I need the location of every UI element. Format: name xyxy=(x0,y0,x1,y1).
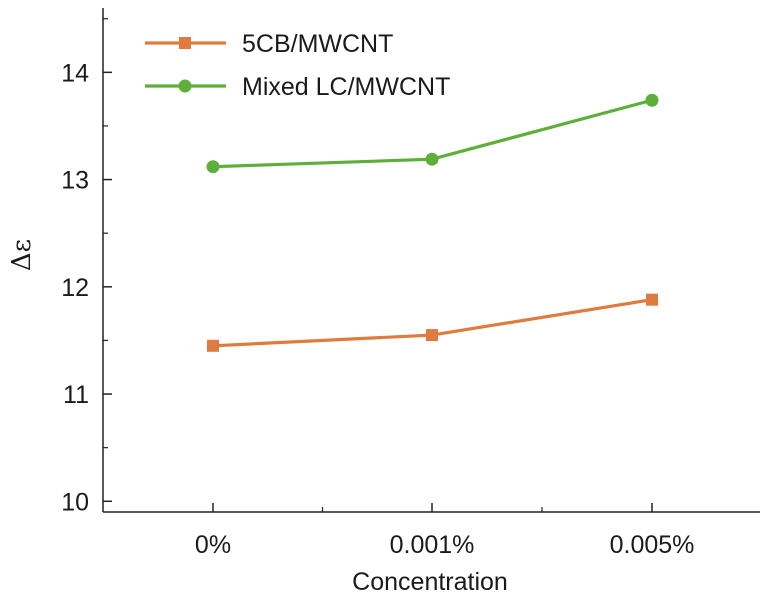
y-tick-label: 10 xyxy=(61,488,89,516)
y-axis: 10 11 12 13 14 xyxy=(61,18,112,516)
legend-label: 5CB/MWCNT xyxy=(242,30,393,58)
series-2 xyxy=(206,93,659,174)
y-tick-label: 13 xyxy=(61,167,89,195)
legend-swatch-marker xyxy=(179,37,191,49)
data-point xyxy=(646,293,658,306)
x-tick-label: 0% xyxy=(195,531,231,559)
y-tick-label: 11 xyxy=(63,381,89,409)
data-point xyxy=(645,93,659,107)
y-axis-title: Δε xyxy=(7,239,37,271)
x-tick-label: 0.005% xyxy=(610,531,695,559)
series-layer xyxy=(206,93,659,352)
data-point xyxy=(206,160,220,174)
legend-item: 5CB/MWCNT xyxy=(145,30,393,58)
series-1 xyxy=(207,293,658,352)
legend-item: Mixed LC/MWCNT xyxy=(145,73,450,101)
data-point xyxy=(426,329,438,342)
data-point xyxy=(425,152,439,166)
legend-label: Mixed LC/MWCNT xyxy=(242,73,450,101)
x-axis: 0% 0.001% 0.005% xyxy=(195,503,694,559)
y-tick-label: 12 xyxy=(61,274,89,302)
y-tick-label: 14 xyxy=(61,59,89,87)
legend-swatch-marker xyxy=(178,79,192,93)
x-axis-title: Concentration xyxy=(352,568,508,596)
x-tick-label: 0.001% xyxy=(390,531,475,559)
data-point xyxy=(207,339,219,352)
legend: 5CB/MWCNT Mixed LC/MWCNT xyxy=(145,30,450,101)
